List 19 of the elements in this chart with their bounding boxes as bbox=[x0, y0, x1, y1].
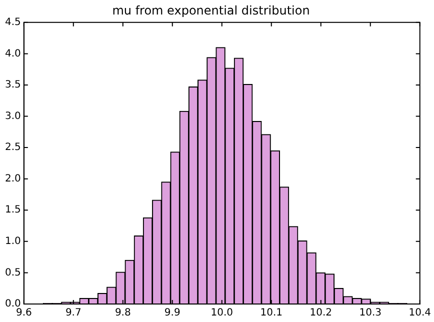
y-tick-label: 3.5 bbox=[4, 80, 21, 91]
x-tick-label: 10.0 bbox=[210, 308, 234, 319]
chart-title: mu from exponential distribution bbox=[112, 3, 310, 18]
x-tick-label: 10.1 bbox=[260, 308, 283, 319]
y-tick-label: 1.5 bbox=[4, 204, 21, 216]
x-tick-label: 9.8 bbox=[114, 308, 131, 319]
x-tick-label: 10.4 bbox=[408, 308, 431, 319]
y-tick-label: 4.0 bbox=[4, 48, 21, 60]
y-tick-label: 2.0 bbox=[4, 173, 21, 184]
x-tick-label: 9.7 bbox=[65, 308, 82, 319]
y-tick-label: 4.5 bbox=[4, 16, 21, 28]
x-tick-label: 9.6 bbox=[16, 308, 32, 319]
x-tick-label: 10.2 bbox=[310, 308, 332, 319]
y-tick-label: 1.0 bbox=[4, 236, 21, 248]
x-tick-label: 10.3 bbox=[359, 308, 382, 319]
y-tick-label: 0.5 bbox=[4, 267, 21, 278]
x-tick-label: 9.9 bbox=[164, 308, 180, 319]
y-tick-label: 2.5 bbox=[4, 142, 21, 154]
y-tick-label: 3.0 bbox=[4, 110, 21, 122]
